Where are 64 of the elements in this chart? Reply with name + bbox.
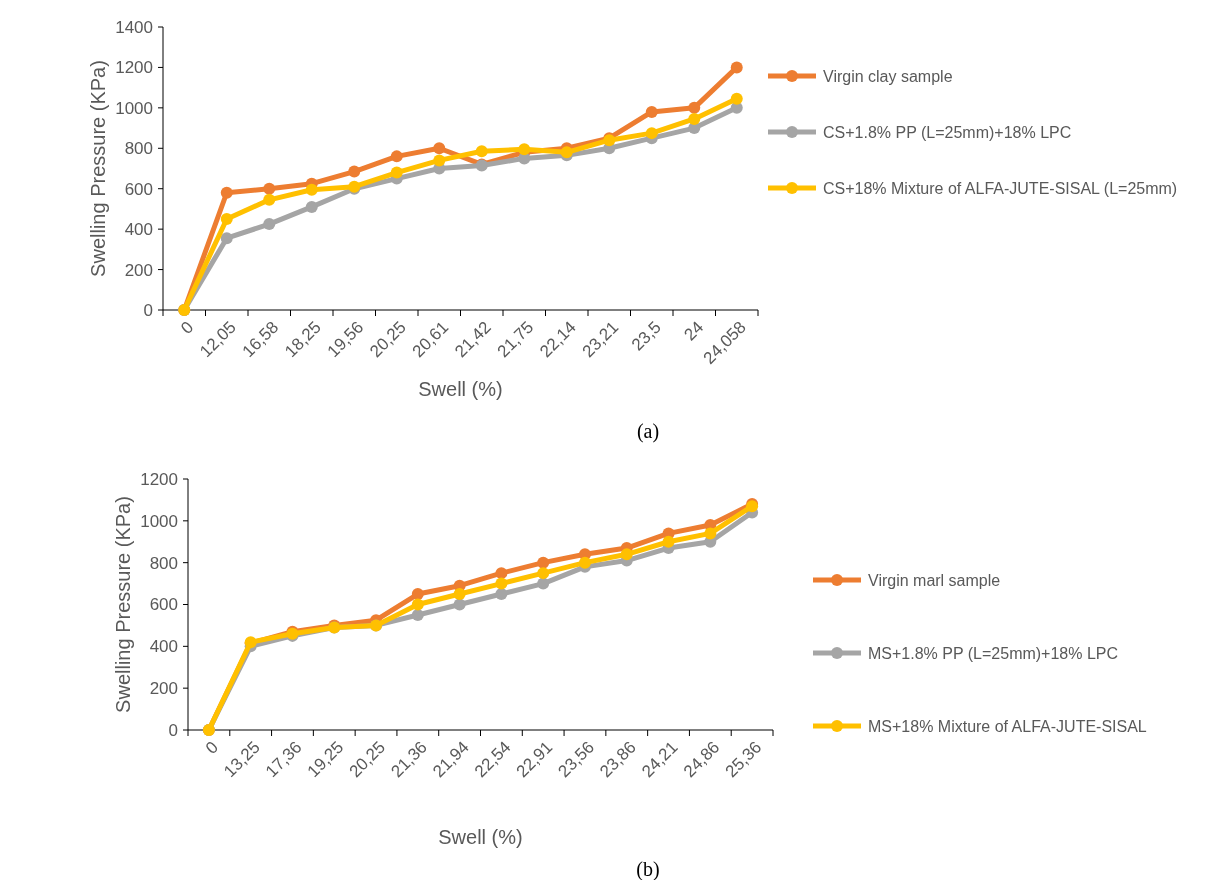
legend-label: CS+18% Mixture of ALFA-JUTE-SISAL (L=25mm) (823, 179, 1178, 197)
point (620, 548, 633, 561)
point (495, 577, 508, 590)
y-tick-label: 1000 (140, 511, 178, 531)
point (645, 105, 658, 118)
point (305, 200, 318, 213)
x-tick-label: 0 (201, 737, 222, 758)
point (645, 127, 658, 140)
y-tick-label: 400 (149, 637, 178, 657)
y-tick-label: 800 (124, 139, 153, 159)
point (348, 165, 361, 178)
y-tick-label: 1200 (115, 58, 153, 78)
point (453, 588, 466, 601)
point (263, 193, 276, 206)
point (411, 588, 424, 601)
y-tick-label: 800 (149, 553, 178, 573)
point (495, 567, 508, 580)
point (730, 61, 743, 74)
y-axis-title: Swelling Pressure (KPa) (87, 60, 109, 277)
point (220, 213, 233, 226)
point (688, 112, 701, 125)
y-tick-label: 400 (124, 220, 153, 240)
point (537, 577, 550, 590)
point (730, 92, 743, 105)
legend-label: Virgin clay sample (823, 67, 953, 85)
point (537, 556, 550, 569)
x-axis-title: Swell (%) (418, 378, 503, 400)
y-tick-label: 600 (149, 595, 178, 615)
point (305, 183, 318, 196)
x-tick-label: 0 (177, 317, 198, 338)
text: (b) (636, 858, 660, 880)
point (537, 567, 550, 580)
y-tick-label: 0 (168, 720, 178, 740)
point (704, 527, 717, 540)
point (578, 556, 591, 569)
legend-label: Virgin marl sample (868, 571, 1001, 589)
text: (a) (636, 420, 660, 443)
x-axis-title: Swell (%) (438, 826, 523, 848)
point (263, 182, 276, 195)
point (495, 588, 508, 601)
point (263, 218, 276, 231)
point (390, 150, 403, 163)
point (220, 232, 233, 245)
point (433, 142, 446, 155)
point (390, 166, 403, 179)
x-tick-label: 24 (680, 317, 708, 345)
y-tick-label: 1000 (115, 98, 153, 118)
y-tick-label: 200 (149, 679, 178, 699)
point (662, 535, 675, 548)
legend-label: MS+18% Mixture of ALFA-JUTE-SISAL (868, 717, 1147, 735)
y-tick-label: 1400 (115, 17, 153, 37)
legend-label: MS+1.8% PP (L=25mm)+18% LPC (868, 644, 1119, 662)
point (220, 186, 233, 199)
point (688, 101, 701, 114)
y-axis-title: Swelling Pressure (KPa) (112, 496, 134, 713)
y-tick-label: 0 (143, 300, 153, 320)
y-tick-label: 600 (124, 179, 153, 199)
legend-label: CS+1.8% PP (L=25mm)+18% LPC (823, 123, 1072, 141)
point (411, 598, 424, 611)
point (453, 598, 466, 611)
point (433, 154, 446, 167)
y-tick-label: 200 (124, 260, 153, 280)
y-tick-label: 1200 (140, 469, 178, 489)
point (475, 145, 488, 158)
